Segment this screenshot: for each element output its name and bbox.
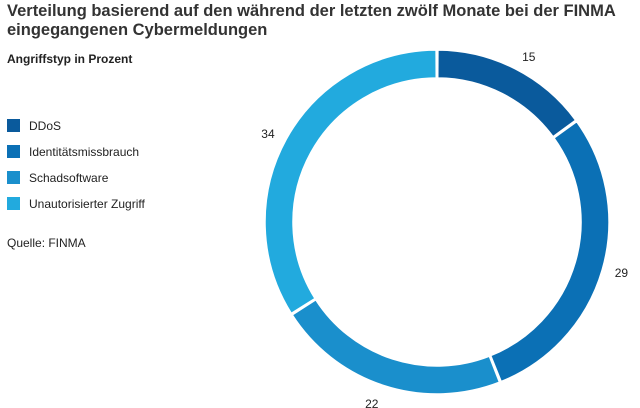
source-note: Quelle: FINMA [7, 236, 86, 250]
legend: DDoS Identitätsmissbrauch Schadsoftware … [7, 119, 145, 223]
legend-swatch-schadsoftware [7, 171, 20, 184]
legend-label-schadsoftware: Schadsoftware [29, 170, 109, 185]
slice-schadsoftware [291, 298, 501, 395]
data-label-identitaetsmissbrauch: 29 [615, 266, 629, 280]
legend-item-unautorisierter-zugriff: Unautorisierter Zugriff [7, 196, 145, 211]
legend-swatch-identitaetsmissbrauch [7, 145, 20, 158]
legend-item-schadsoftware: Schadsoftware [7, 170, 145, 185]
legend-swatch-ddos [7, 119, 20, 132]
chart-title: Verteilung basierend auf den während der… [7, 2, 616, 39]
chart-subtitle: Angriffstyp in Prozent [7, 52, 133, 66]
data-label-unautorisierter-zugriff: 34 [261, 127, 275, 141]
legend-item-identitaetsmissbrauch: Identitätsmissbrauch [7, 144, 145, 159]
legend-label-identitaetsmissbrauch: Identitätsmissbrauch [29, 144, 140, 159]
slice-identitaetsmissbrauch [489, 120, 610, 383]
legend-label-ddos: DDoS [29, 118, 62, 133]
legend-swatch-unautorisierter-zugriff [7, 197, 20, 210]
slice-ddos [437, 49, 577, 138]
data-label-schadsoftware: 22 [365, 397, 379, 408]
legend-label-unautorisierter-zugriff: Unautorisierter Zugriff [29, 196, 145, 211]
data-label-ddos: 15 [522, 50, 536, 64]
slice-unautorisierter-zugriff [264, 49, 437, 315]
legend-item-ddos: DDoS [7, 118, 145, 133]
